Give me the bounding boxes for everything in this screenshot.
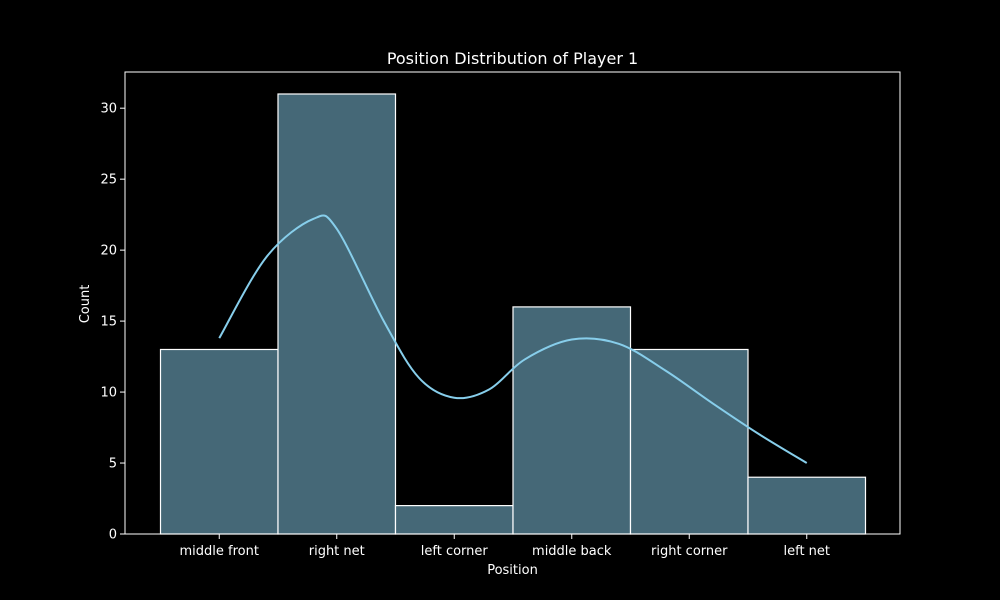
x-tick-label: middle back <box>532 544 612 559</box>
x-tick-label: left net <box>783 544 830 559</box>
y-tick-label: 15 <box>100 315 117 330</box>
kde-line <box>218 214 808 464</box>
y-axis-label: Count <box>78 285 93 324</box>
y-tick-label: 25 <box>100 173 117 188</box>
bar-right-corner <box>629 348 749 535</box>
y-tick-label: 20 <box>100 244 117 259</box>
x-tick-label: right corner <box>651 544 728 559</box>
bar-middle-front <box>159 348 279 535</box>
plot-frame <box>124 71 901 535</box>
y-tick-label: 5 <box>109 457 117 472</box>
kde-curve-group <box>218 214 808 464</box>
bar-middle-back <box>512 306 632 535</box>
x-tick-label: middle front <box>180 544 259 559</box>
x-axis-label: Position <box>487 563 538 578</box>
bar-left-net <box>747 476 867 535</box>
x-axis: middle front right net left corner middle b… <box>180 534 830 559</box>
bar-left-corner <box>394 505 514 535</box>
y-tick-label: 0 <box>109 528 117 543</box>
x-tick-label: left corner <box>421 544 489 559</box>
bars <box>159 93 867 535</box>
x-tick-label: right net <box>309 544 365 559</box>
y-axis: 0 5 10 15 20 25 30 <box>100 102 125 543</box>
chart-title: Position Distribution of Player 1 <box>387 49 638 68</box>
y-tick-label: 30 <box>100 102 117 117</box>
bar-right-net <box>277 93 397 535</box>
y-tick-label: 10 <box>100 386 117 401</box>
